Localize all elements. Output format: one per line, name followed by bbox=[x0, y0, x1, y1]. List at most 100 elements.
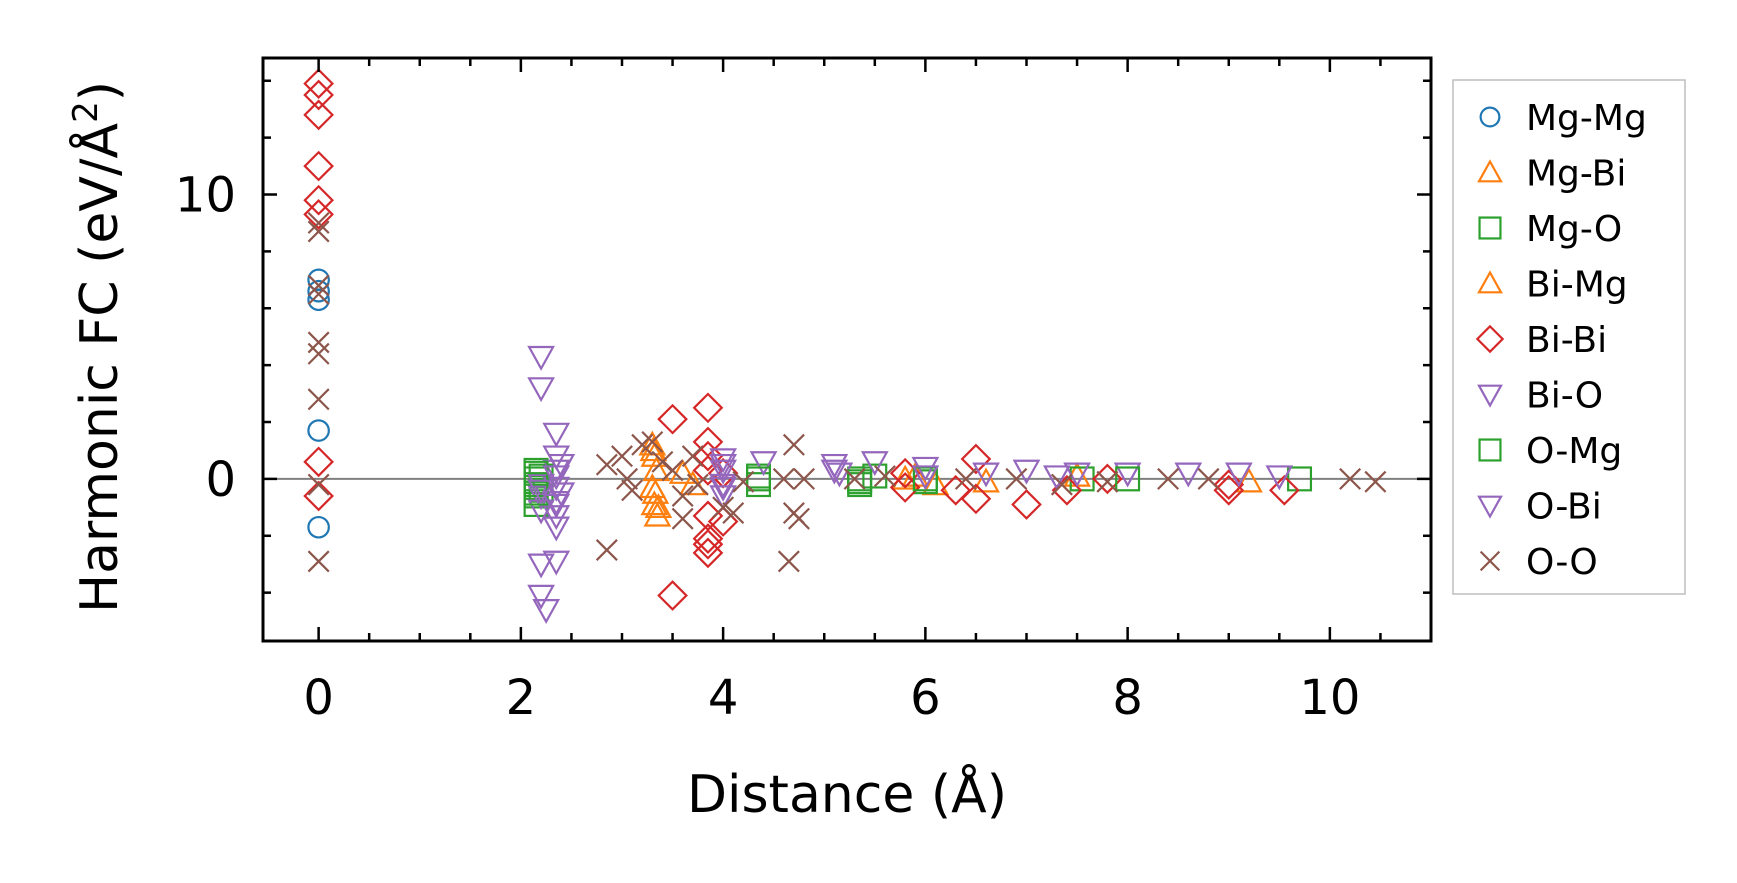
data-point-bi-o bbox=[1113, 462, 1142, 488]
y-tick-label: 10 bbox=[175, 168, 236, 224]
data-point-o-o bbox=[621, 479, 644, 502]
x-tick-label: 6 bbox=[910, 670, 941, 726]
data-point-bi-bi bbox=[303, 199, 334, 230]
data-point-o-o bbox=[1339, 467, 1362, 490]
data-point-o-o bbox=[661, 459, 684, 482]
axis-ticks bbox=[263, 58, 1431, 641]
data-point-o-o bbox=[843, 467, 866, 490]
data-point-o-o bbox=[873, 465, 896, 488]
data-point-bi-o bbox=[825, 462, 854, 488]
y-axis-label-close: ) bbox=[70, 81, 130, 101]
data-point-bi-bi bbox=[940, 474, 972, 506]
legend-marker-mg-o bbox=[1478, 216, 1502, 240]
legend-marker-bi-bi bbox=[1475, 324, 1505, 354]
data-point-o-o bbox=[1096, 470, 1119, 493]
data-point-o-o bbox=[1005, 467, 1028, 490]
data-point-o-o bbox=[1050, 473, 1073, 496]
data-point-bi-bi bbox=[303, 99, 334, 131]
data-point-mg-mg bbox=[307, 419, 330, 442]
data-point-o-o bbox=[641, 430, 664, 453]
legend-marker-o-bi bbox=[1477, 495, 1503, 519]
data-point-bi-bi bbox=[960, 483, 992, 515]
data-point-o-o bbox=[307, 342, 330, 365]
data-point-bi-bi bbox=[692, 528, 724, 560]
data-point-o-bi bbox=[542, 465, 571, 491]
data-point-mg-bi bbox=[643, 501, 672, 527]
x-tick-label: 10 bbox=[1299, 670, 1360, 726]
data-point-o-o bbox=[671, 484, 694, 507]
data-point-bi-bi bbox=[303, 446, 334, 478]
data-point-bi-o bbox=[542, 459, 571, 485]
legend-label-mg-bi: Mg-Bi bbox=[1526, 154, 1626, 195]
x-tick-label: 8 bbox=[1112, 670, 1143, 726]
data-point-o-o bbox=[793, 467, 815, 490]
data-point-o-bi bbox=[709, 453, 737, 479]
legend-label-mg-o: Mg-O bbox=[1526, 209, 1622, 250]
legend-label-bi-bi: Bi-Bi bbox=[1526, 320, 1607, 361]
data-point-mg-mg bbox=[307, 279, 330, 303]
legend: Mg-Mg Mg-Bi Mg-O Bi-Mg Bi-Bi Bi-O O-Mg O-Bi O-O bbox=[1452, 79, 1686, 595]
data-point-o-o bbox=[651, 450, 674, 473]
data-point-o-o bbox=[307, 220, 330, 243]
data-point-o-o bbox=[307, 388, 330, 411]
legend-marker-mg-mg bbox=[1479, 106, 1501, 128]
data-point-bi-mg bbox=[901, 461, 930, 487]
data-point-o-o bbox=[611, 445, 633, 468]
x-tick-label: 2 bbox=[506, 670, 537, 726]
data-point-o-bi bbox=[911, 465, 940, 491]
data-point-bi-o bbox=[542, 476, 571, 502]
data-point-o-o bbox=[307, 274, 330, 297]
data-point-bi-bi bbox=[303, 184, 334, 216]
data-point-bi-bi bbox=[692, 523, 724, 554]
data-point-bi-mg bbox=[972, 467, 1000, 493]
data-markers bbox=[303, 68, 1387, 624]
data-point-mg-mg bbox=[307, 288, 330, 312]
data-point-o-o bbox=[954, 467, 977, 490]
data-point-o-o bbox=[732, 470, 755, 493]
data-point-bi-bi bbox=[657, 580, 688, 611]
data-point-o-o bbox=[1364, 470, 1387, 493]
data-point-o-o bbox=[686, 473, 709, 496]
y-tick-label: 0 bbox=[205, 452, 236, 508]
data-point-bi-o bbox=[709, 485, 737, 511]
data-point-bi-bi bbox=[657, 403, 688, 435]
data-point-o-o bbox=[681, 445, 704, 468]
data-point-o-bi bbox=[709, 473, 737, 499]
legend-label-bi-o: Bi-O bbox=[1526, 376, 1603, 417]
data-point-bi-o bbox=[527, 553, 555, 579]
data-point-bi-bi bbox=[960, 443, 992, 475]
data-point-o-bi bbox=[1042, 465, 1071, 491]
data-point-o-bi bbox=[542, 493, 571, 519]
data-point-mg-bi bbox=[640, 441, 669, 467]
data-point-bi-bi bbox=[303, 480, 334, 512]
data-point-o-o bbox=[307, 283, 330, 306]
data-point-o-o bbox=[595, 539, 618, 561]
data-point-bi-bi bbox=[303, 68, 334, 99]
data-point-o-o bbox=[307, 550, 330, 573]
data-point-o-bi bbox=[527, 479, 555, 505]
data-point-bi-bi bbox=[1011, 489, 1042, 520]
data-point-o-o bbox=[307, 331, 330, 354]
legend-marker-bi-o bbox=[1477, 384, 1503, 408]
data-point-bi-bi bbox=[1213, 469, 1245, 500]
legend-marker-o-mg bbox=[1478, 438, 1502, 462]
data-point-bi-o bbox=[860, 451, 889, 477]
data-point-bi-bi bbox=[1269, 474, 1300, 506]
data-point-o-o bbox=[616, 467, 639, 490]
legend-label-o-mg: O-Mg bbox=[1526, 431, 1622, 472]
plot-area-frame bbox=[261, 56, 1433, 643]
x-axis-label: Distance (Å) bbox=[687, 763, 1007, 825]
data-point-o-o bbox=[722, 502, 745, 525]
data-point-o-o bbox=[712, 496, 735, 519]
data-point-o-mg bbox=[847, 469, 873, 495]
data-point-o-o bbox=[777, 550, 800, 573]
legend-label-bi-mg: Bi-Mg bbox=[1526, 265, 1628, 306]
data-point-o-o bbox=[1157, 467, 1180, 490]
x-tick-label: 0 bbox=[303, 670, 334, 726]
y-axis-label: Harmonic FC (eV/Å2) bbox=[66, 81, 130, 613]
data-point-o-o bbox=[772, 467, 795, 490]
data-point-mg-bi bbox=[642, 456, 671, 482]
data-point-bi-o bbox=[1174, 462, 1203, 488]
legend-label-mg-mg: Mg-Mg bbox=[1526, 98, 1647, 139]
data-point-o-o bbox=[671, 507, 694, 530]
